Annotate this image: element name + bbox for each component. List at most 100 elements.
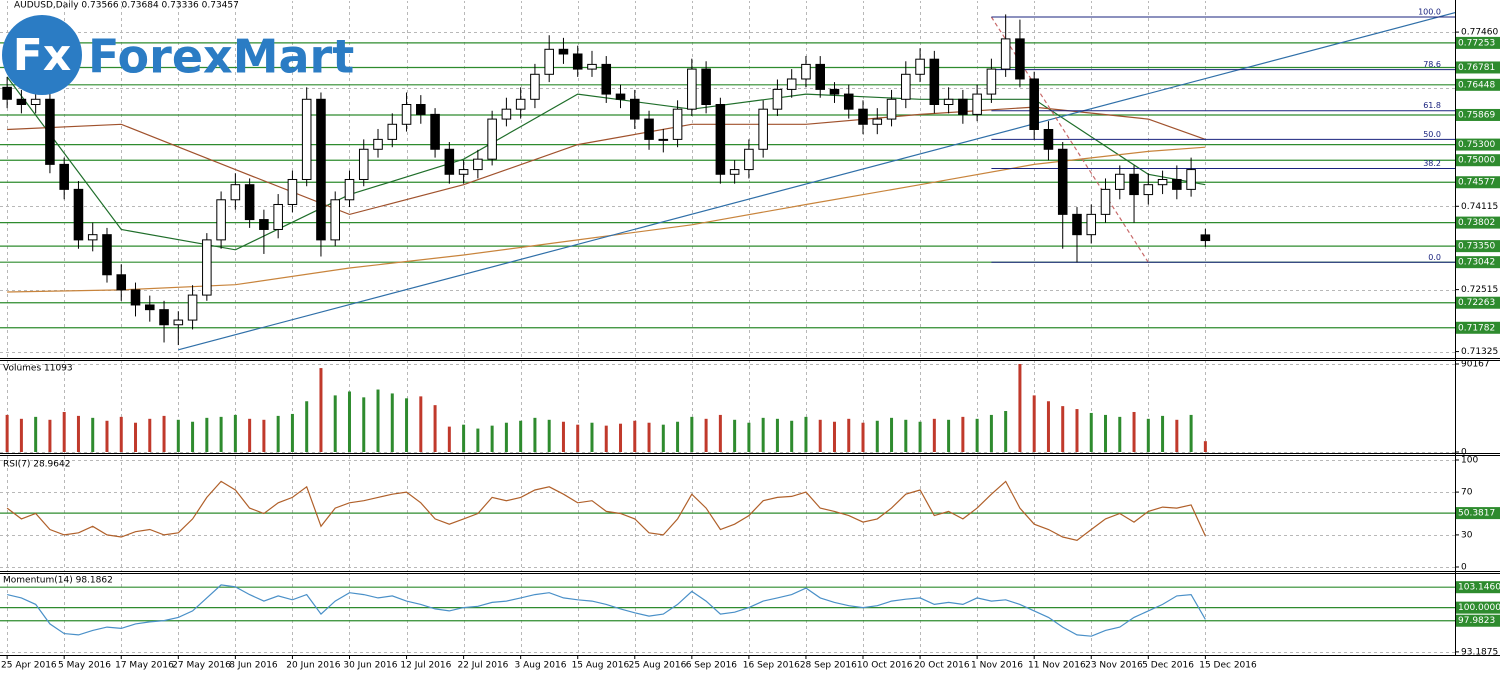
level-box [1456,78,1500,91]
volume-bar [1161,415,1165,452]
candle-body [416,103,426,115]
candle-body [1143,184,1154,196]
x-tick-label: 10 Oct 2016 [857,661,913,671]
volume-bar [1075,409,1079,452]
candle-body [972,93,982,115]
candle-body [1157,178,1168,186]
x-tick-label: 1 Nov 2016 [971,661,1023,671]
candle-body [986,68,997,95]
volume-pane [0,361,1455,453]
candle-body [1057,148,1068,215]
level-label: 0.73350 [1458,242,1495,252]
volume-bar [533,417,537,452]
volume-bar [462,424,466,452]
volume-bar [590,422,594,452]
level-label: 0.75300 [1458,140,1495,150]
fib-label: 38.2 [1423,159,1441,168]
candle-body [387,123,398,140]
fib-label: 61.8 [1423,101,1441,110]
level-label: 0.72263 [1458,298,1495,308]
candle-body [487,118,497,160]
x-tick-label: 25 Aug 2016 [629,661,687,671]
momentum-pane [0,574,1455,655]
level-label: 0.77253 [1458,38,1495,48]
candle-body [102,234,112,276]
candle-body [2,86,12,100]
volume-bar [5,414,9,452]
volume-bar [105,420,109,452]
candle-body [202,239,212,296]
volume-bar [718,414,722,452]
volume-bar [1104,414,1108,452]
volume-bar [918,421,922,452]
candle-body [430,113,440,150]
volume-bar [205,417,209,452]
level-box [1456,216,1500,229]
volume-bar [305,401,309,452]
volume-bar [818,419,822,452]
x-tick-label: 17 May 2016 [115,661,174,671]
volume-bar [775,418,779,452]
candle-body [30,98,41,105]
volume-bar [733,419,737,452]
level-box [1456,240,1500,253]
volume-bar [1189,414,1193,452]
volume-bar [504,422,508,452]
volume-bar [148,418,152,452]
candle-body [1043,128,1054,150]
indicator-line [6,584,1206,637]
candle-body [273,203,283,230]
candle-body [1115,173,1125,190]
x-tick-label: 11 Nov 2016 [1028,661,1086,671]
x-tick-label: 15 Dec 2016 [1199,661,1257,671]
volume-bar [134,422,138,452]
candle-body [801,63,811,80]
rsi-pane [0,456,1455,571]
candle-body [958,98,968,115]
volume-bar [405,398,409,452]
logo-text: ForexMart [88,30,354,84]
volume-bar [433,405,437,452]
candle-body [301,98,312,180]
candle-body [915,58,925,75]
candle-body [187,294,198,321]
volume-bar [1175,419,1179,452]
volume-bar [904,419,908,452]
volume-bar [747,422,751,452]
pane-title: Volumes 11093 [3,364,73,374]
logo-badge: Fx [13,30,71,81]
candle-body [159,309,169,326]
volume-bar [676,421,680,452]
candle-body [886,98,897,120]
candle-body [473,158,483,171]
volume-bar [661,424,665,452]
level-box [1456,581,1500,594]
level-box [1456,321,1500,334]
level-box [1456,61,1500,74]
y-tick-label: 30 [1461,530,1473,540]
x-tick-label: 20 Oct 2016 [914,661,970,671]
level-label: 0.71782 [1458,323,1495,333]
candle-body [330,199,340,241]
volume-bar [690,416,694,452]
y-tick-label: 100 [1461,456,1478,466]
x-tick-label: 27 May 2016 [172,661,231,671]
volume-bar [1032,395,1036,452]
level-box [1456,601,1500,614]
volume-bar [476,428,480,452]
candle-body [601,63,612,95]
candle-body [1029,78,1039,130]
volume-bar [347,391,351,452]
y-tick-label: 70 [1461,488,1473,498]
volume-bar [947,419,951,452]
candle-body [758,108,768,150]
candle-body [715,103,726,175]
candle-body [786,78,797,90]
volume-bar [547,419,551,452]
pane-title: AUDUSD,Daily 0.73566 0.73684 0.73336 0.7… [14,1,239,11]
x-tick-label: 16 Sep 2016 [743,661,800,671]
fib-label: 78.6 [1423,60,1441,69]
level-box [1456,176,1500,189]
